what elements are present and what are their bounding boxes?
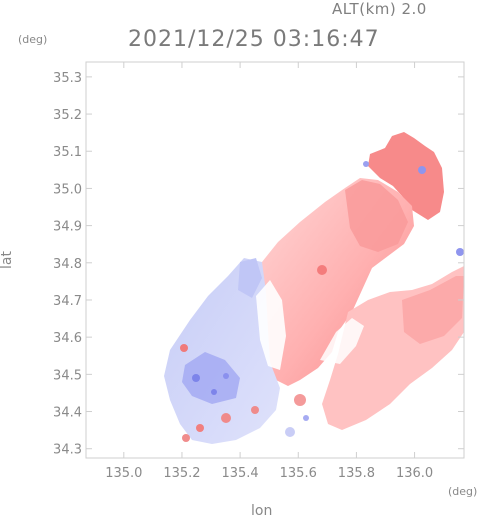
echo-band-blue	[164, 258, 280, 444]
x-axis-label: lon	[251, 503, 273, 519]
y-tick-label: 34.6	[53, 331, 82, 346]
y-tick-label: 35.1	[53, 145, 82, 160]
altitude-label: ALT(km) 2.0	[332, 0, 427, 18]
y-tick-label: 34.4	[53, 406, 82, 421]
x-tick-label: 135.0	[105, 466, 142, 481]
x-tick-label: 136.0	[396, 466, 433, 481]
timestamp-label: 2021/12/25 03:16:47	[128, 27, 380, 52]
y-tick-label: 35.2	[53, 108, 82, 123]
y-tick-label: 34.7	[53, 294, 82, 309]
x-tick-label: 135.2	[163, 466, 200, 481]
x-tick-label: 135.4	[221, 466, 258, 481]
x-tick-label: 135.8	[338, 466, 375, 481]
y-tick-label: 35.0	[53, 182, 82, 197]
echo-cell-north	[368, 132, 444, 220]
y-tick-label: 34.8	[53, 257, 82, 272]
y-tick-label: 35.3	[53, 71, 82, 86]
y-tick-label: 34.9	[53, 220, 82, 235]
y-ticks: 35.3 35.2 35.1 35.0 34.9 34.8 34.7 34.6 34.5 34.4…	[53, 71, 464, 458]
x-unit-label: (deg)	[448, 485, 478, 498]
x-tick-label: 135.6	[280, 466, 317, 481]
y-tick-label: 34.3	[53, 443, 82, 458]
y-unit-label: (deg)	[18, 33, 48, 46]
y-tick-label: 34.5	[53, 368, 82, 383]
radar-echo-field	[164, 132, 464, 444]
x-ticks: 135.0 135.2 135.4 135.6 135.8 136.0	[105, 62, 433, 481]
plot-frame	[85, 61, 465, 459]
